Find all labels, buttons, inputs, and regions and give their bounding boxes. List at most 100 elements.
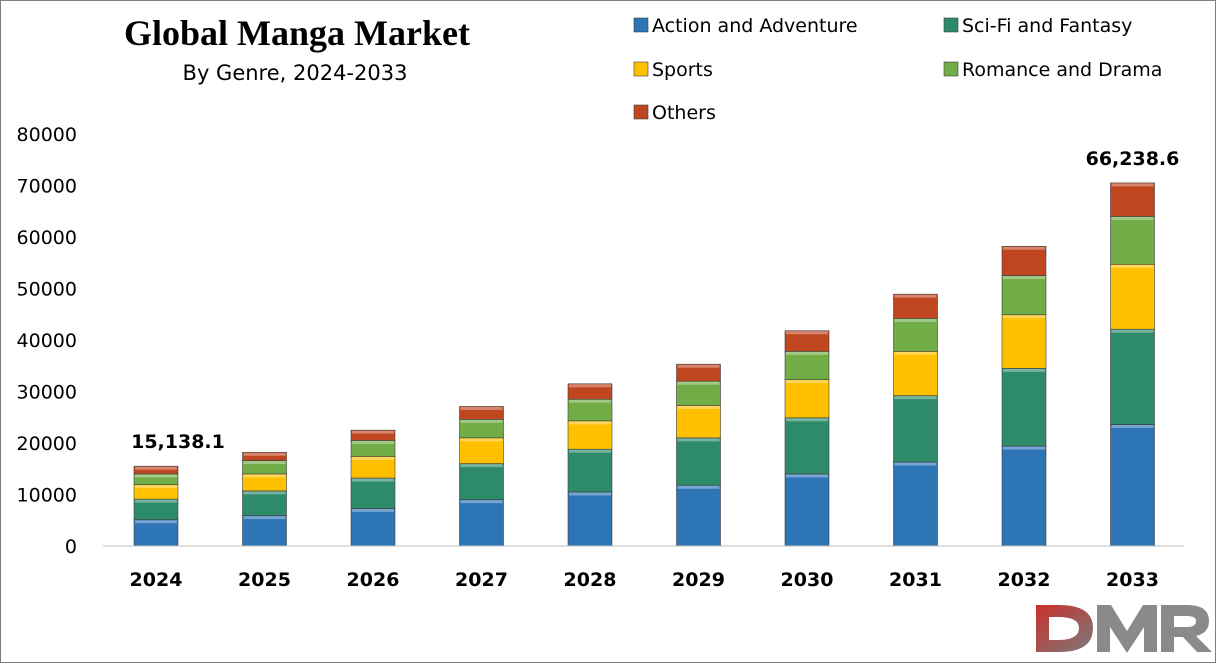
bar-highlight bbox=[243, 474, 286, 478]
bar-2032-action-and-adventure bbox=[1001, 445, 1047, 547]
bar-highlight bbox=[460, 464, 503, 468]
y-tick-label: 70000 bbox=[17, 176, 77, 198]
bar-2025-action-and-adventure bbox=[242, 515, 287, 547]
bar-2028-sports bbox=[567, 420, 613, 450]
bar-2029-romance-and-drama bbox=[676, 380, 721, 406]
bar-2030-others bbox=[784, 330, 830, 352]
bar-highlight bbox=[677, 364, 720, 368]
bar-highlight bbox=[569, 384, 611, 388]
bar-highlight bbox=[894, 462, 937, 466]
bar-highlight bbox=[569, 492, 611, 496]
y-axis: 0 10000 20000 30000 40000 50000 60000 70000 8000… bbox=[17, 124, 77, 558]
bar-highlight bbox=[1003, 446, 1045, 450]
bar-2031-romance-and-drama bbox=[893, 318, 938, 352]
legend: Action and Adventure Sci-Fi and Fantasy Sp… bbox=[633, 15, 1162, 124]
bar-highlight bbox=[1003, 368, 1045, 372]
bar-highlight bbox=[677, 381, 720, 385]
legend-item-others: Others bbox=[633, 102, 716, 124]
bar-highlight bbox=[460, 500, 503, 504]
bar-2032-romance-and-drama bbox=[1001, 275, 1047, 316]
bar-2029-action-and-adventure bbox=[676, 484, 721, 547]
bar-highlight bbox=[135, 520, 177, 524]
bar-highlight bbox=[786, 380, 828, 384]
bar-highlight bbox=[460, 406, 503, 410]
bar-2026-sci-fi-and-fantasy bbox=[350, 477, 396, 509]
bar-highlight bbox=[135, 466, 177, 470]
bar-highlight bbox=[677, 438, 720, 442]
y-tick-label: 40000 bbox=[17, 330, 77, 352]
bar-highlight bbox=[135, 499, 177, 503]
bar-2029-sci-fi-and-fantasy bbox=[676, 437, 721, 486]
x-tick-label: 2024 bbox=[130, 569, 183, 591]
bar-highlight bbox=[352, 430, 394, 434]
bar-2030-sports bbox=[784, 379, 830, 419]
bar-highlight bbox=[677, 485, 720, 489]
bar-2031-sci-fi-and-fantasy bbox=[893, 395, 938, 463]
y-tick-label: 60000 bbox=[17, 227, 77, 249]
bars bbox=[133, 182, 1155, 547]
bar-2031-action-and-adventure bbox=[893, 461, 938, 547]
bar-highlight bbox=[569, 421, 611, 425]
bar-2033-romance-and-drama bbox=[1110, 216, 1155, 265]
legend-label: Romance and Drama bbox=[962, 59, 1162, 81]
x-tick-label: 2030 bbox=[781, 569, 834, 591]
bar-highlight bbox=[1111, 183, 1154, 187]
data-label-2024: 15,138.1 bbox=[131, 431, 225, 453]
y-tick-label: 80000 bbox=[17, 124, 77, 146]
x-axis: 2024 2025 2026 2027 2028 2029 2030 2031 2032 2033 bbox=[130, 569, 1159, 591]
bar-highlight bbox=[135, 474, 177, 478]
bar-2025-others bbox=[242, 451, 287, 461]
bar-2032-sports bbox=[1001, 314, 1047, 369]
bar-highlight bbox=[1111, 216, 1154, 220]
x-tick-label: 2033 bbox=[1106, 569, 1159, 591]
legend-swatch bbox=[943, 17, 959, 33]
bar-2033-others bbox=[1110, 182, 1155, 217]
bar-2033-sports bbox=[1110, 263, 1155, 330]
chart-title: Global Manga Market bbox=[124, 13, 470, 53]
bar-highlight bbox=[786, 351, 828, 355]
bar-highlight bbox=[1111, 424, 1154, 428]
bar-highlight bbox=[243, 516, 286, 520]
bar-highlight bbox=[894, 318, 937, 322]
legend-swatch bbox=[943, 61, 959, 77]
data-label-2033: 66,238.6 bbox=[1086, 148, 1180, 170]
y-tick-label: 30000 bbox=[17, 382, 77, 404]
legend-item-action-and-adventure: Action and Adventure bbox=[633, 15, 858, 37]
bar-highlight bbox=[460, 419, 503, 423]
bar-highlight bbox=[786, 331, 828, 335]
bar-highlight bbox=[894, 396, 937, 400]
bar-2032-others bbox=[1001, 245, 1047, 276]
bar-highlight bbox=[135, 485, 177, 489]
legend-swatch bbox=[633, 104, 649, 120]
data-labels: 15,138.1 66,238.6 bbox=[131, 148, 1179, 453]
bar-highlight bbox=[677, 405, 720, 409]
bar-highlight bbox=[460, 438, 503, 442]
x-tick-label: 2029 bbox=[672, 569, 725, 591]
bar-highlight bbox=[352, 456, 394, 460]
legend-label: Others bbox=[652, 102, 716, 124]
y-tick-label: 0 bbox=[65, 536, 77, 558]
bar-2024-others bbox=[133, 465, 179, 475]
bar-2026-others bbox=[350, 429, 396, 441]
bar-highlight bbox=[1111, 329, 1154, 333]
bar-2030-action-and-adventure bbox=[784, 473, 830, 547]
legend-swatch bbox=[633, 61, 649, 77]
bar-2033-sci-fi-and-fantasy bbox=[1110, 328, 1155, 425]
bar-2027-action-and-adventure bbox=[459, 499, 504, 547]
bar-highlight bbox=[243, 491, 286, 495]
bar-highlight bbox=[352, 478, 394, 482]
bar-2026-action-and-adventure bbox=[350, 508, 396, 547]
legend-label: Sports bbox=[652, 59, 713, 81]
legend-label: Action and Adventure bbox=[652, 15, 858, 37]
legend-label: Sci-Fi and Fantasy bbox=[962, 15, 1132, 37]
bar-highlight bbox=[1003, 276, 1045, 280]
bar-highlight bbox=[352, 508, 394, 512]
bar-2031-others bbox=[893, 293, 938, 319]
x-tick-label: 2028 bbox=[564, 569, 617, 591]
legend-item-sports: Sports bbox=[633, 59, 713, 81]
x-tick-label: 2032 bbox=[998, 569, 1051, 591]
y-tick-label: 20000 bbox=[17, 433, 77, 455]
bar-highlight bbox=[894, 351, 937, 355]
